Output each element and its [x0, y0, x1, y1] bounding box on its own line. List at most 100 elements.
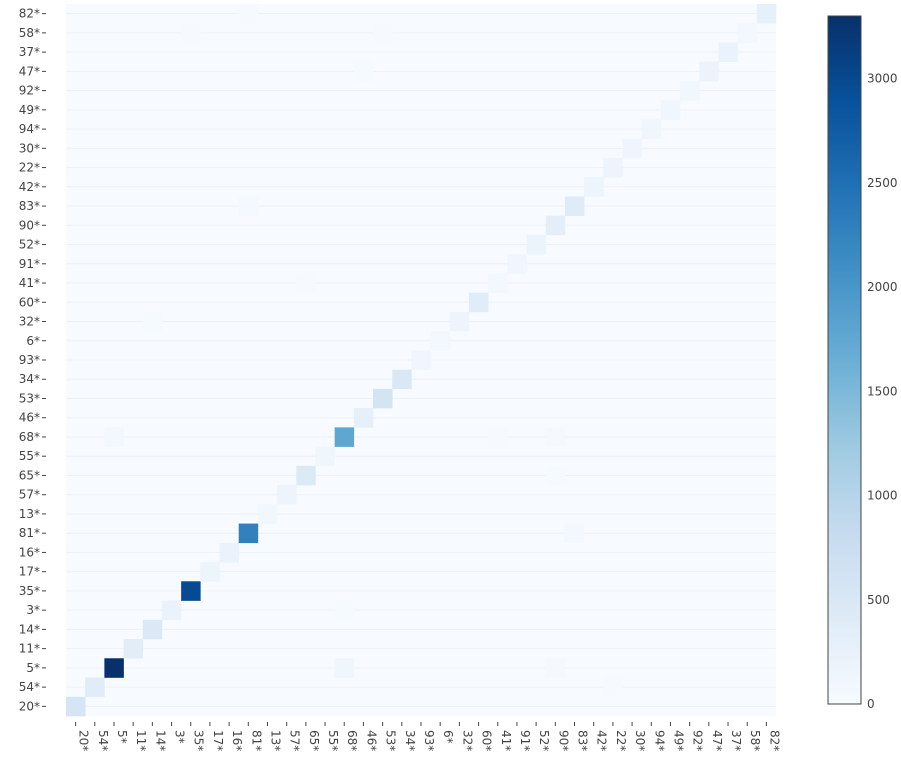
y-tick-label: 57* — [19, 488, 40, 502]
heatmap-cell — [411, 350, 431, 370]
colorbar-tick-label: 1000 — [867, 489, 898, 503]
heatmap-cell — [449, 311, 470, 332]
colorbar-tick-label: 2000 — [867, 280, 898, 294]
x-tick-label: 5* — [115, 730, 129, 744]
x-tick-label: 20* — [77, 730, 91, 751]
y-tick-label: 94* — [19, 122, 40, 136]
x-tick-label: 32* — [460, 730, 474, 751]
y-tick-label: 30* — [19, 141, 40, 155]
heatmap-cell — [641, 119, 662, 139]
heatmap-cell — [756, 4, 777, 24]
x-tick-label: 90* — [556, 730, 570, 751]
x-tick-label: 13* — [268, 730, 282, 751]
heatmap-cell — [334, 600, 355, 621]
y-axis-ticks: 20* 54* 5* 11* 14* 3* 35* 17* 16* 81* 13* 57* 65* 55*… — [19, 7, 46, 713]
colorbar-tick-label: 3000 — [867, 72, 898, 86]
y-tick-label: 65* — [19, 468, 40, 482]
x-tick-label: 93* — [422, 730, 436, 751]
heatmap-cell — [334, 427, 355, 447]
heatmap-cell — [545, 215, 566, 236]
y-tick-label: 55* — [19, 449, 40, 463]
heatmap-cell — [718, 42, 738, 63]
heatmap-cell — [660, 100, 681, 120]
y-tick-label: 16* — [19, 545, 40, 559]
x-tick-label: 6* — [441, 730, 455, 744]
y-tick-label: 6* — [26, 334, 40, 348]
y-tick-label: 58* — [19, 26, 40, 40]
x-tick-label: 42* — [595, 730, 609, 751]
x-tick-label: 47* — [710, 730, 724, 751]
y-tick-label: 37* — [19, 45, 40, 59]
x-tick-label: 58* — [748, 730, 762, 751]
heatmap-cell — [181, 23, 201, 43]
heatmap-cell — [564, 523, 585, 544]
heatmap-cell — [392, 369, 412, 390]
heatmap-cell — [488, 427, 508, 447]
heatmap-cell — [66, 696, 86, 717]
x-tick-label: 14* — [153, 730, 167, 751]
heatmap-cell — [296, 273, 316, 293]
x-tick-label: 65* — [307, 730, 321, 751]
heatmap-cell — [277, 485, 297, 505]
heatmap-cell — [353, 408, 374, 428]
heatmap-cell — [123, 639, 144, 659]
x-axis-ticks: 20* 54* 5* 11* 14* 3* 35* 17* 16* 81* 13* 57* 65* 55*… — [75, 722, 781, 751]
y-tick-label: 11* — [19, 642, 40, 656]
heatmap-cell — [238, 4, 259, 24]
heatmap-cell — [161, 600, 182, 621]
x-tick-label: 60* — [480, 730, 494, 751]
heatmap-cell — [200, 562, 220, 582]
colorbar-tick-label: 500 — [867, 593, 890, 607]
heatmap-cell — [85, 677, 105, 698]
x-tick-label: 46* — [364, 730, 378, 751]
x-tick-label: 94* — [652, 730, 666, 751]
x-tick-label: 34* — [403, 730, 417, 751]
heatmap-cell — [373, 23, 393, 43]
y-tick-label: 83* — [19, 199, 40, 213]
x-tick-label: 22* — [614, 730, 628, 751]
y-tick-label: 35* — [19, 584, 40, 598]
heatmap-cell — [219, 542, 239, 563]
heatmap-cell — [545, 427, 566, 447]
x-tick-label: 52* — [537, 730, 551, 751]
x-tick-label: 17* — [211, 730, 225, 751]
heatmap-cell — [699, 61, 719, 82]
colorbar-tick-label: 1500 — [867, 384, 898, 398]
heatmap-cell — [257, 504, 278, 524]
y-tick-label: 13* — [19, 507, 40, 521]
x-tick-label: 30* — [633, 730, 647, 751]
y-tick-label: 32* — [19, 315, 40, 329]
colorbar-tick-label: 0 — [867, 697, 875, 711]
heatmap-cell — [181, 581, 201, 601]
y-tick-label: 42* — [19, 180, 40, 194]
heatmap-cell — [737, 23, 758, 43]
heatmap-cell — [564, 196, 585, 216]
x-tick-label: 68* — [345, 730, 359, 751]
heatmap-cell — [238, 196, 259, 216]
y-tick-label: 60* — [19, 295, 40, 309]
x-tick-label: 49* — [671, 730, 685, 751]
y-tick-label: 81* — [19, 526, 40, 540]
y-tick-label: 54* — [19, 680, 40, 694]
heatmap-cell — [468, 292, 489, 313]
y-tick-label: 5* — [26, 661, 40, 675]
heatmap-cell — [334, 658, 355, 678]
x-tick-label: 92* — [691, 730, 705, 751]
heatmap-cell — [680, 80, 700, 101]
x-tick-label: 81* — [249, 730, 263, 751]
y-tick-label: 92* — [19, 84, 40, 98]
x-tick-label: 16* — [230, 730, 244, 751]
colorbar-tick-label: 2500 — [867, 176, 898, 190]
x-tick-label: 37* — [729, 730, 743, 751]
x-tick-label: 11* — [134, 730, 148, 751]
colorbar-gradient — [827, 15, 862, 705]
y-tick-label: 53* — [19, 391, 40, 405]
y-tick-label: 22* — [19, 161, 40, 175]
y-tick-label: 46* — [19, 411, 40, 425]
heatmap-cell — [142, 619, 163, 640]
heatmap-cell — [526, 234, 547, 255]
y-tick-label: 3* — [26, 603, 40, 617]
x-tick-label: 35* — [192, 730, 206, 751]
